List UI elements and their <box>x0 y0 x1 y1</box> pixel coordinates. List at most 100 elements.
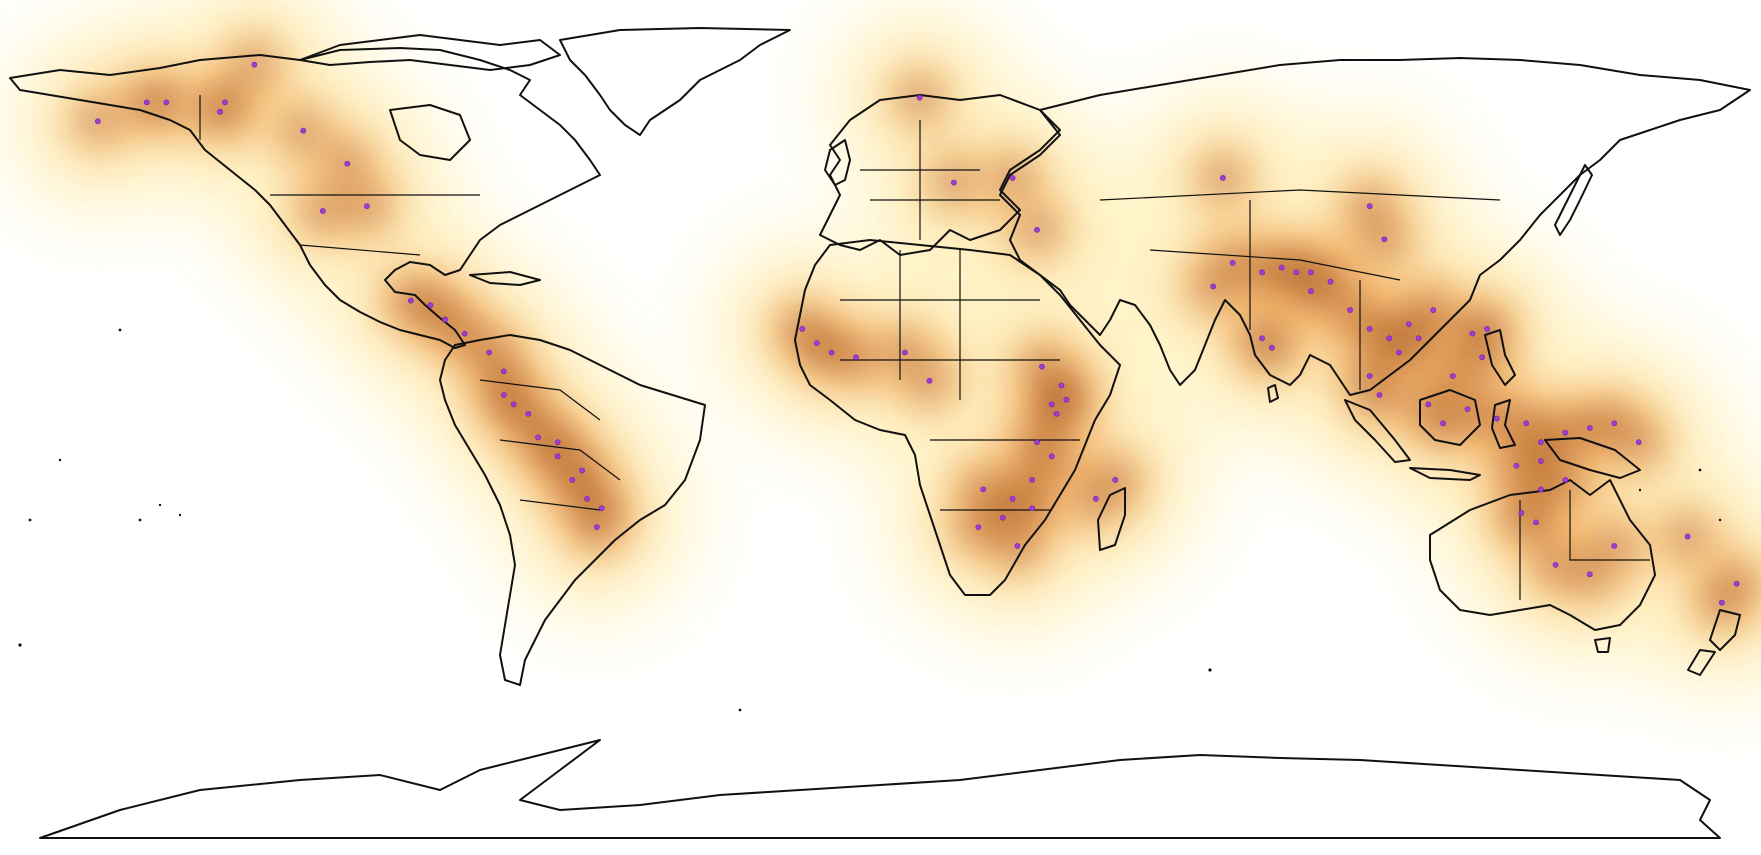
occurrence-point <box>950 179 957 186</box>
island <box>1698 468 1702 472</box>
landmass-sri-lanka <box>1267 384 1279 403</box>
occurrence-point <box>598 505 605 512</box>
occurrence-point <box>916 94 923 101</box>
occurrence-point <box>1308 288 1314 295</box>
island <box>1208 668 1212 672</box>
occurrence-point <box>143 99 150 106</box>
occurrence-point <box>1537 439 1544 446</box>
landmass-new-zealand <box>1709 609 1741 651</box>
occurrence-point <box>1229 259 1236 266</box>
occurrence-point <box>1048 401 1055 408</box>
country-borders <box>199 95 1650 600</box>
occurrence-point <box>1513 462 1520 469</box>
occurrence-point <box>584 495 590 502</box>
landmass-south-america <box>439 334 706 686</box>
occurrence-point <box>579 467 586 474</box>
occurrence-point <box>1449 373 1456 379</box>
occurrence-point <box>500 368 507 375</box>
landmass-java <box>1409 467 1481 481</box>
occurrence-point <box>1562 429 1569 436</box>
occurrence-point <box>1537 486 1544 493</box>
occurrence-point <box>1053 410 1060 417</box>
occurrence-point <box>217 108 224 115</box>
landmass-madagascar <box>1097 487 1126 551</box>
occurrence-point <box>828 349 835 356</box>
occurrence-point <box>1039 363 1045 370</box>
occurrence-point <box>1386 335 1393 342</box>
occurrence-point <box>1611 543 1618 549</box>
occurrence-point <box>1405 321 1412 328</box>
landmass-antarctica <box>39 739 1721 839</box>
occurrence-point <box>1092 495 1099 502</box>
occurrence-point <box>1533 519 1539 526</box>
occurrence-point <box>1376 392 1383 398</box>
landmass-uk <box>824 139 851 186</box>
island <box>28 518 32 522</box>
border-asia-2 <box>1149 249 1401 281</box>
landmass-greenland <box>559 27 791 136</box>
occurrence-point <box>1210 283 1217 290</box>
landmass-africa <box>794 239 1121 596</box>
island <box>738 708 742 712</box>
occurrence-point <box>363 203 370 210</box>
occurrence-point <box>1562 477 1569 483</box>
occurrence-point <box>814 340 820 346</box>
occurrence-point <box>1464 406 1471 413</box>
occurrence-point <box>554 453 561 460</box>
occurrence-point <box>1479 354 1486 361</box>
border-sa-2 <box>499 439 621 481</box>
landmass-europe <box>819 94 1061 256</box>
occurrence-point <box>1586 571 1593 578</box>
occurrence-point <box>1430 307 1437 313</box>
landmass-asia <box>999 57 1751 396</box>
occurrence-point <box>461 330 468 337</box>
landmass-new-guinea <box>1544 437 1641 479</box>
occurrence-point <box>1029 505 1036 512</box>
border-sa-1 <box>479 379 601 421</box>
island <box>178 513 182 517</box>
landmass-new-zealand-south <box>1687 649 1716 676</box>
island <box>158 503 162 507</box>
occurrence-point <box>1733 580 1740 587</box>
occurrence-point <box>1347 307 1353 313</box>
occurrence-point <box>163 99 170 106</box>
pacific-islands <box>18 328 1722 712</box>
occurrence-point <box>1440 420 1446 427</box>
landmass-japan <box>1554 164 1593 236</box>
occurrence-point <box>1425 401 1432 408</box>
border-us-mexico <box>299 244 421 256</box>
occurrence-point <box>1029 477 1036 483</box>
occurrence-point <box>510 401 517 408</box>
occurrence-point <box>1366 325 1373 332</box>
island <box>118 328 122 332</box>
occurrence-point <box>94 118 101 125</box>
occurrence-point <box>1718 599 1725 606</box>
landmass-sulawesi <box>1491 399 1516 449</box>
occurrence-point <box>1635 439 1642 446</box>
occurrence-point <box>525 410 532 417</box>
occurrence-point <box>1220 174 1226 181</box>
occurrence-point <box>1014 543 1021 549</box>
occurrence-point <box>1586 425 1593 431</box>
island <box>58 458 62 462</box>
hudson-bay <box>389 104 471 161</box>
occurrence-point <box>1415 335 1422 342</box>
occurrence-point <box>1611 420 1618 427</box>
occurrence-point <box>1048 453 1055 460</box>
border-sa-3 <box>519 499 601 511</box>
occurrence-point <box>1493 415 1500 422</box>
landmass-north-america <box>9 47 601 349</box>
occurrence-point <box>427 302 434 309</box>
occurrence-point <box>1063 396 1070 403</box>
occurrence-point <box>1259 335 1265 342</box>
occurrence-point <box>554 439 561 446</box>
occurrence-point <box>975 524 982 531</box>
occurrence-point <box>569 477 576 483</box>
occurrence-point <box>902 349 908 356</box>
occurrence-point <box>319 208 326 214</box>
occurrence-point <box>1484 325 1490 332</box>
occurrence-point <box>1366 203 1373 210</box>
occurrence-points <box>94 61 1740 606</box>
